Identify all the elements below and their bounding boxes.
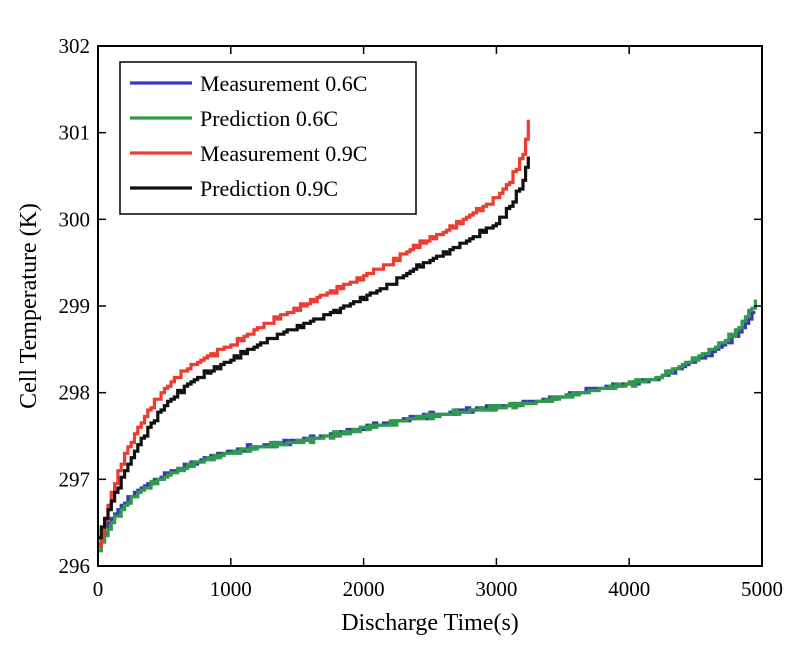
x-tick-label: 4000	[608, 577, 650, 601]
series-layer	[98, 119, 757, 553]
y-tick-label: 297	[59, 467, 91, 491]
legend-label: Measurement 0.6C	[200, 71, 367, 96]
x-tick-label: 0	[93, 577, 104, 601]
series-line	[98, 299, 757, 553]
y-tick-label: 298	[59, 381, 91, 405]
series-line	[98, 156, 530, 540]
y-tick-label: 301	[59, 121, 91, 145]
legend: Measurement 0.6C Prediction 0.6C Measureme…	[119, 61, 417, 215]
y-tick-label: 302	[59, 34, 91, 58]
x-tick-label: 3000	[475, 577, 517, 601]
legend-label: Prediction 0.6C	[200, 106, 338, 131]
x-tick-label: 5000	[741, 577, 783, 601]
y-tick-label: 296	[59, 554, 91, 578]
x-tick-label: 1000	[210, 577, 252, 601]
x-axis-label: Discharge Time(s)	[341, 610, 519, 636]
series-line	[98, 119, 530, 549]
y-tick-label: 300	[59, 207, 91, 231]
legend-label: Measurement 0.9C	[200, 141, 367, 166]
ticks-layer: 0 1000 2000 3000 4000 5000 296 297 298 299 300 301 3…	[59, 34, 784, 601]
y-tick-label: 299	[59, 294, 91, 318]
legend-label: Prediction 0.9C	[200, 176, 338, 201]
y-axis-label: Cell Temperature (K)	[16, 203, 42, 409]
x-tick-label: 2000	[343, 577, 385, 601]
series-line	[98, 310, 756, 546]
